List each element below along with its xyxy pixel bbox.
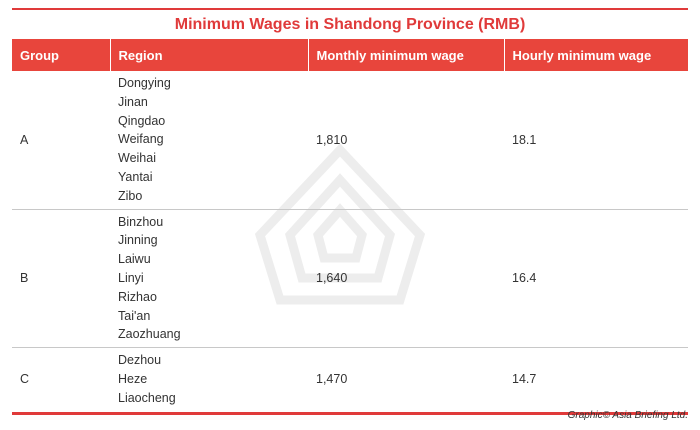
region-item: Zaozhuang — [118, 327, 181, 342]
table-row: A Dongying Jinan Qingdao Weifang Weihai … — [12, 71, 688, 209]
region-item: Qingdao — [118, 113, 166, 128]
group-cell: B — [12, 208, 110, 348]
region-item: Linyi — [118, 270, 144, 285]
hourly-cell: 18.1 — [512, 132, 537, 147]
region-item: Dezhou — [118, 353, 162, 368]
table-title: Minimum Wages in Shandong Province (RMB) — [174, 16, 526, 33]
top-rule — [12, 8, 688, 10]
region-item: Rizhao — [118, 289, 157, 304]
region-item: Weihai — [118, 151, 156, 166]
region-item: Weifang — [118, 132, 164, 147]
table-figure: Minimum Wages in Shandong Province (RMB)… — [12, 8, 688, 415]
region-item: Heze — [118, 371, 148, 386]
header-row: Group Region Monthly minimum wage Hourly… — [12, 39, 688, 71]
region-item: Yantai — [118, 169, 153, 184]
region-item: Jinning — [118, 233, 158, 248]
bottom-rule — [12, 411, 688, 415]
region-item: Zibo — [118, 188, 143, 203]
monthly-cell: 1,640 — [308, 208, 504, 348]
region-item: Liaocheng — [118, 390, 176, 405]
region-item: Laiwu — [118, 252, 151, 267]
region-item: Jinan — [118, 94, 148, 109]
credit-text: Graphic© Asia Briefing Ltd. — [567, 410, 688, 421]
region-cell: Dongying Jinan Qingdao Weifang Weihai Ya… — [110, 71, 308, 209]
hourly-cell: 14.7 — [504, 347, 688, 411]
region-item: Tai'an — [118, 308, 151, 323]
region-cell: Binzhou Jinning Laiwu Linyi Rizhao Tai'a… — [110, 208, 308, 348]
group-cell: A — [20, 132, 29, 147]
header-monthly: Monthly minimum wage — [307, 39, 504, 71]
hourly-cell: 16.4 — [504, 208, 688, 348]
header-group: Group — [12, 39, 110, 71]
region-cell: Dezhou Heze Liaocheng — [110, 347, 308, 411]
header-hourly: Hourly minimum wage — [503, 39, 688, 71]
group-cell: C — [12, 347, 110, 411]
monthly-cell: 1,470 — [308, 347, 504, 411]
region-item: Binzhou — [118, 214, 164, 229]
table-row: B Binzhou Jinning Laiwu Linyi Rizhao Tai… — [12, 208, 688, 348]
region-item: Dongying — [118, 76, 171, 90]
monthly-cell: 1,810 — [316, 132, 348, 147]
table-row: C Dezhou Heze Liaocheng 1,470 14.7 — [12, 347, 688, 411]
wage-table: Group Region Monthly minimum wage Hourly… — [12, 39, 688, 411]
header-region: Region — [109, 39, 308, 71]
